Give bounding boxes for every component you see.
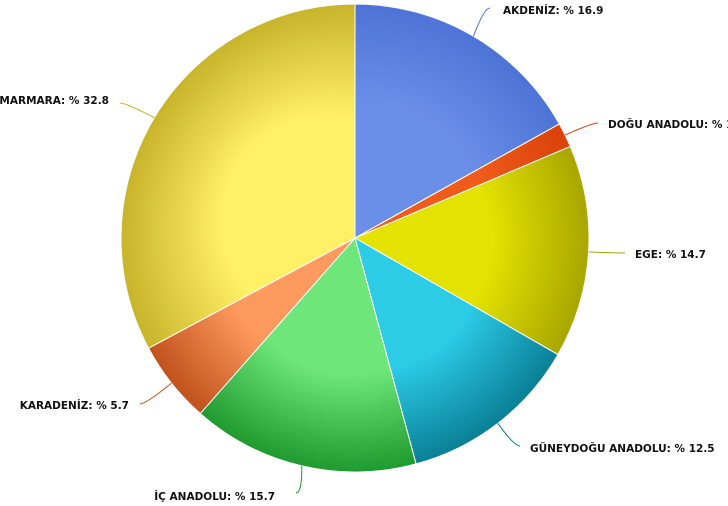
slice-label-ege: EGE: % 14.7	[635, 249, 706, 261]
slice-labels: AKDENİZ: % 16.9 DOĞU ANADOLU: % 1.7 EGE: %…	[0, 3, 728, 503]
pie-slice-ic-anadolu[interactable]	[199, 236, 417, 473]
pie-slices	[120, 3, 590, 473]
connector-karadeniz	[139, 382, 172, 405]
connector-ege	[588, 251, 626, 254]
slice-label-marmara: MARMARA: % 32.8	[0, 95, 109, 107]
pie-slice-ege[interactable]	[353, 145, 590, 356]
pie-slice-guneydogu-anadolu[interactable]	[354, 236, 559, 465]
slice-label-dogu-anadolu: DOĞU ANADOLU: % 1.7	[608, 118, 728, 131]
label-connectors	[119, 7, 626, 494]
slice-label-guneydogu-anadolu: GÜNEYDOĞU ANADOLU: % 12.5	[530, 441, 715, 455]
connector-ic-anadolu	[295, 465, 303, 494]
connector-guneydogu-anadolu	[497, 423, 521, 447]
slice-label-akdeniz: AKDENİZ: % 16.9	[503, 3, 603, 17]
slice-label-ic-anadolu: İÇ ANADOLU: % 15.7	[154, 489, 275, 503]
connector-marmara	[119, 102, 155, 119]
connector-akdeniz	[473, 7, 491, 37]
connector-dogu-anadolu	[564, 122, 599, 136]
slice-label-karadeniz: KARADENİZ: % 5.7	[20, 398, 129, 412]
pie-slice-akdeniz[interactable]	[354, 3, 561, 239]
